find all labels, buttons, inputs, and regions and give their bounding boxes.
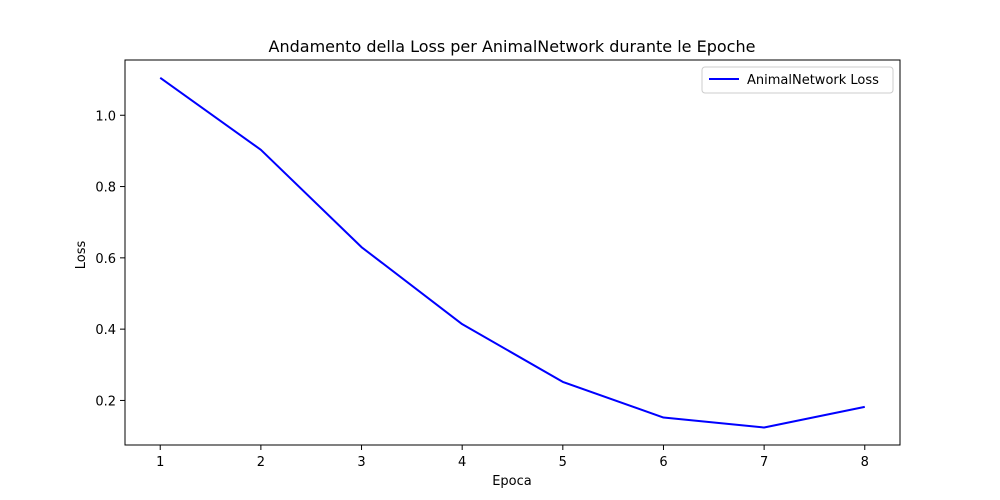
y-tick-label: 1.0 <box>95 109 116 124</box>
y-axis-ticks: 0.2 0.4 0.6 0.8 1.0 <box>95 109 125 409</box>
x-axis-label: Epoca <box>492 474 532 489</box>
legend-box <box>701 66 894 94</box>
y-tick-label: 0.8 <box>95 181 116 196</box>
y-tick-label: 0.2 <box>95 394 116 409</box>
x-tick-label: 7 <box>760 455 768 470</box>
legend: AnimalNetwork Loss <box>701 66 894 94</box>
legend-label: AnimalNetwork Loss <box>747 73 879 88</box>
x-tick-label: 4 <box>458 455 466 470</box>
x-tick-label: 2 <box>257 455 265 470</box>
x-axis-ticks: 1 2 3 4 5 6 7 8 <box>156 445 869 470</box>
axes-frame <box>124 59 901 446</box>
x-tick-label: 3 <box>357 455 365 470</box>
series-layer <box>159 77 865 429</box>
plot-area: 1 2 3 4 5 6 7 8 0.2 0.4 0.6 0.8 1.0 <box>95 59 901 470</box>
x-tick-label: 5 <box>559 455 567 470</box>
y-tick-label: 0.6 <box>95 252 116 267</box>
y-axis-label: Loss <box>74 241 89 270</box>
series-line <box>159 77 865 429</box>
x-tick-label: 1 <box>156 455 164 470</box>
x-tick-label: 6 <box>659 455 667 470</box>
x-tick-label: 8 <box>861 455 869 470</box>
chart-title: Andamento della Loss per AnimalNetwork d… <box>269 37 756 56</box>
y-tick-label: 0.4 <box>95 323 116 338</box>
